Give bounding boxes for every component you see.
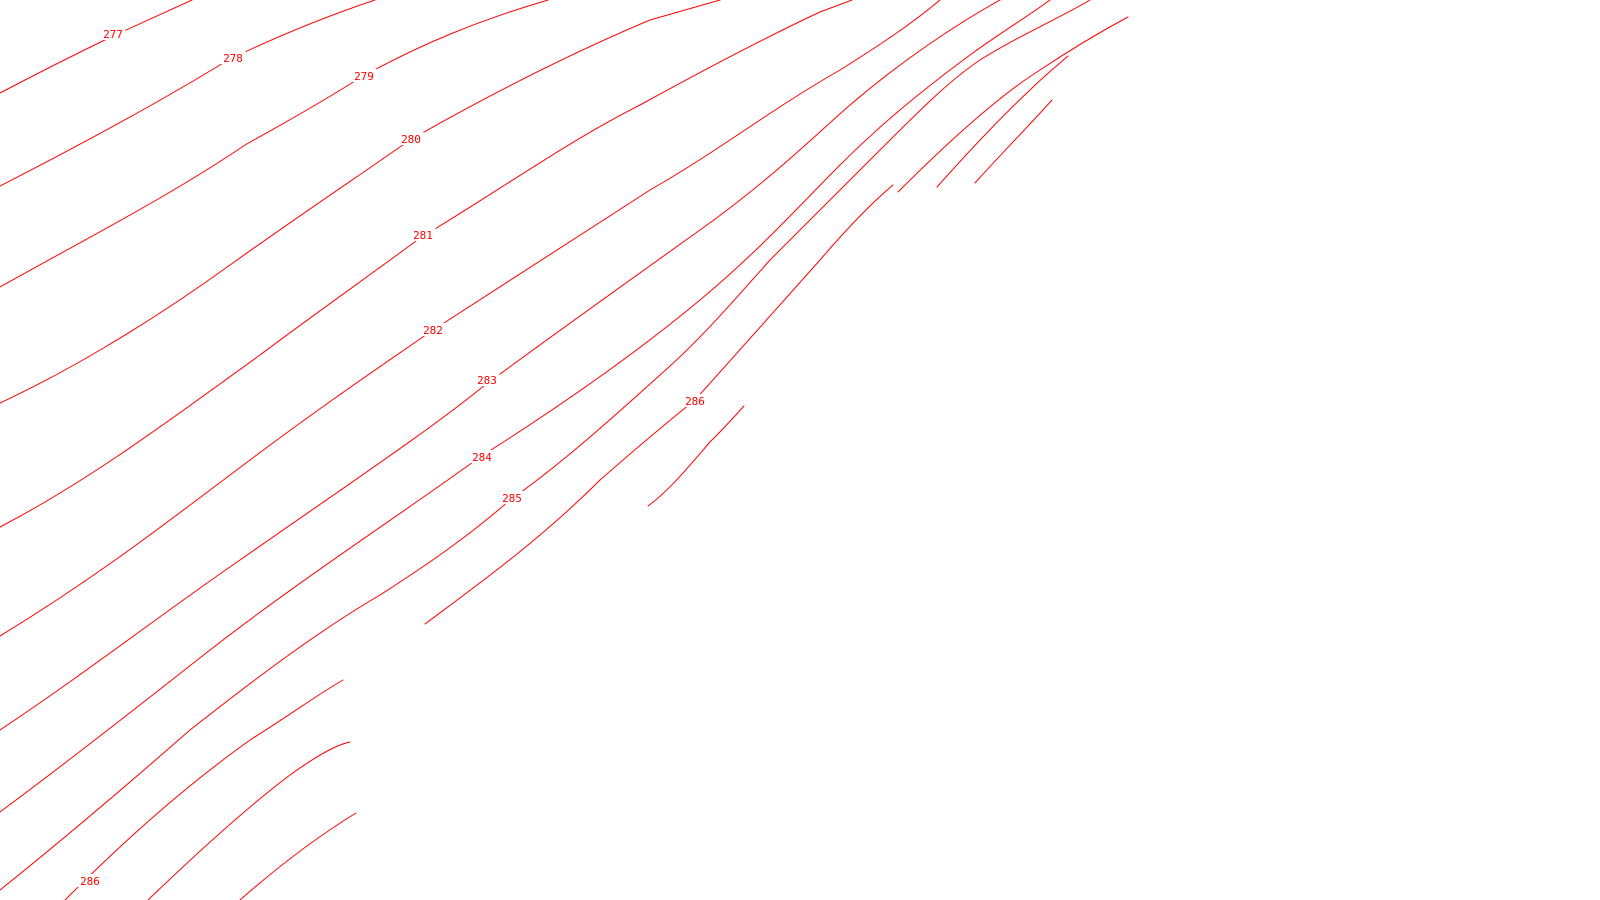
- contour-line-286e: [647, 405, 745, 507]
- contour-line-279: [0, 0, 549, 288]
- contour-line-287a: [897, 16, 1129, 193]
- contour-line-287b: [936, 55, 1069, 188]
- contour-label-280: 280: [401, 133, 421, 146]
- contour-line-286b: [147, 741, 351, 900]
- contour-label-286: 286: [685, 395, 705, 408]
- contour-label-bg: [351, 69, 377, 82]
- contour-line-283: [0, 0, 1001, 731]
- contour-label-282: 282: [423, 324, 443, 337]
- contour-line-286d: [424, 184, 894, 625]
- contour-label-278: 278: [223, 52, 243, 65]
- contour-label-bg: [682, 394, 708, 407]
- contour-lines: [0, 0, 1129, 900]
- contour-label-279: 279: [354, 70, 374, 83]
- contour-label-bg: [410, 228, 436, 241]
- contour-label-bg: [220, 51, 246, 64]
- contour-label-bg: [420, 323, 446, 336]
- contour-label-286: 286: [80, 875, 100, 888]
- contour-line-277: [0, 0, 193, 94]
- contour-line-282: [0, 0, 941, 637]
- contour-label-bg: [398, 132, 424, 145]
- contour-label-284: 284: [472, 451, 492, 464]
- contour-label-283: 283: [477, 374, 497, 387]
- contour-label-281: 281: [413, 229, 433, 242]
- contour-labels: 277 278 279 280 281 282 283 284 285 286 286: [77, 27, 708, 888]
- contour-line-287c: [974, 99, 1053, 184]
- contour-line-286a: [64, 679, 344, 900]
- contour-label-bg: [77, 874, 103, 887]
- contour-line-280: [0, 0, 721, 404]
- contour-line-278: [0, 0, 376, 187]
- contour-label-285: 285: [502, 492, 522, 505]
- contour-line-281: [0, 0, 853, 528]
- contour-line-284: [0, 0, 1051, 813]
- contour-line-286c: [239, 812, 357, 900]
- contour-label-bg: [100, 27, 126, 40]
- contour-label-bg: [469, 450, 495, 463]
- contour-label-bg: [499, 491, 525, 504]
- contour-line-285: [0, 0, 1091, 891]
- contour-label-277: 277: [103, 28, 123, 41]
- contour-label-bg: [474, 373, 500, 386]
